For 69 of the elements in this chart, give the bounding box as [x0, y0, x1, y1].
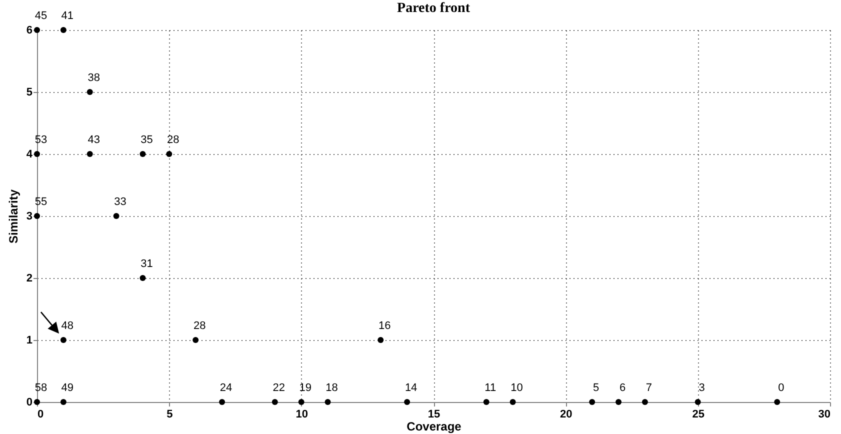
annotation: 48: [61, 320, 74, 332]
point: [510, 399, 516, 405]
point: [192, 337, 199, 343]
x-axis-title: Coverage: [406, 420, 462, 434]
annotation: 6: [619, 382, 626, 394]
point: [140, 151, 146, 157]
annotation: 38: [88, 72, 100, 84]
chart-title: Pareto front: [397, 1, 470, 16]
point: [774, 399, 780, 405]
point: [166, 151, 172, 157]
x-tick-label: 15: [428, 408, 440, 420]
point: [642, 399, 648, 405]
x-tick-label: 10: [296, 408, 308, 420]
point: [86, 89, 93, 95]
y-axis-title: Similarity: [6, 189, 20, 244]
annotation: 24: [220, 382, 232, 394]
x-tick-label: 20: [560, 408, 572, 420]
y-tick-label: 2: [26, 272, 32, 284]
point: [219, 399, 226, 405]
y-tick-label: 3: [26, 210, 32, 222]
point: [113, 213, 120, 219]
annotation: 7: [646, 382, 652, 394]
point: [60, 399, 66, 405]
annotation: 35: [140, 134, 153, 146]
point: [272, 399, 278, 405]
point: [86, 151, 93, 157]
annotation: 43: [88, 134, 100, 146]
point: [60, 337, 66, 343]
annotation: 55: [34, 196, 48, 208]
x-tick-label: 25: [692, 408, 704, 420]
point: [140, 275, 146, 281]
annotation: 45: [34, 10, 48, 22]
annotation: 28: [167, 134, 180, 146]
point: [34, 151, 40, 157]
point: [589, 399, 596, 405]
x-tick-label: 5: [166, 408, 173, 420]
point: [378, 337, 384, 343]
annotation: 11: [484, 382, 496, 394]
y-tick-label: 1: [26, 334, 32, 346]
point: [483, 399, 490, 405]
annotation: 53: [34, 134, 48, 146]
annotation: 19: [299, 382, 312, 394]
annotation: 14: [404, 382, 418, 394]
y-tick-label: 0: [26, 396, 32, 408]
annotation: 3: [698, 382, 705, 394]
annotation: 28: [193, 320, 206, 332]
point: [60, 27, 66, 33]
point: [298, 399, 304, 405]
y-tick-label: 5: [26, 86, 32, 98]
annotation: 22: [272, 382, 286, 394]
annotation: 33: [114, 196, 126, 208]
y-tick-label: 4: [26, 148, 34, 160]
point: [616, 399, 622, 405]
point: [404, 399, 410, 405]
annotation: 10: [510, 382, 523, 394]
point: [324, 399, 331, 405]
annotation: 0: [778, 382, 784, 394]
annotation: 31: [140, 258, 153, 270]
annotation: 16: [378, 320, 391, 332]
y-tick-label: 6: [26, 24, 32, 36]
annotation: 18: [326, 382, 338, 394]
x-tick-label: 30: [818, 408, 830, 420]
annotation: 58: [34, 382, 48, 394]
x-tick-label: 0: [38, 408, 44, 420]
point: [34, 213, 40, 219]
annotation: 49: [61, 382, 74, 394]
point: [694, 399, 701, 405]
annotation: 41: [61, 10, 74, 22]
annotation: 5: [593, 382, 600, 394]
